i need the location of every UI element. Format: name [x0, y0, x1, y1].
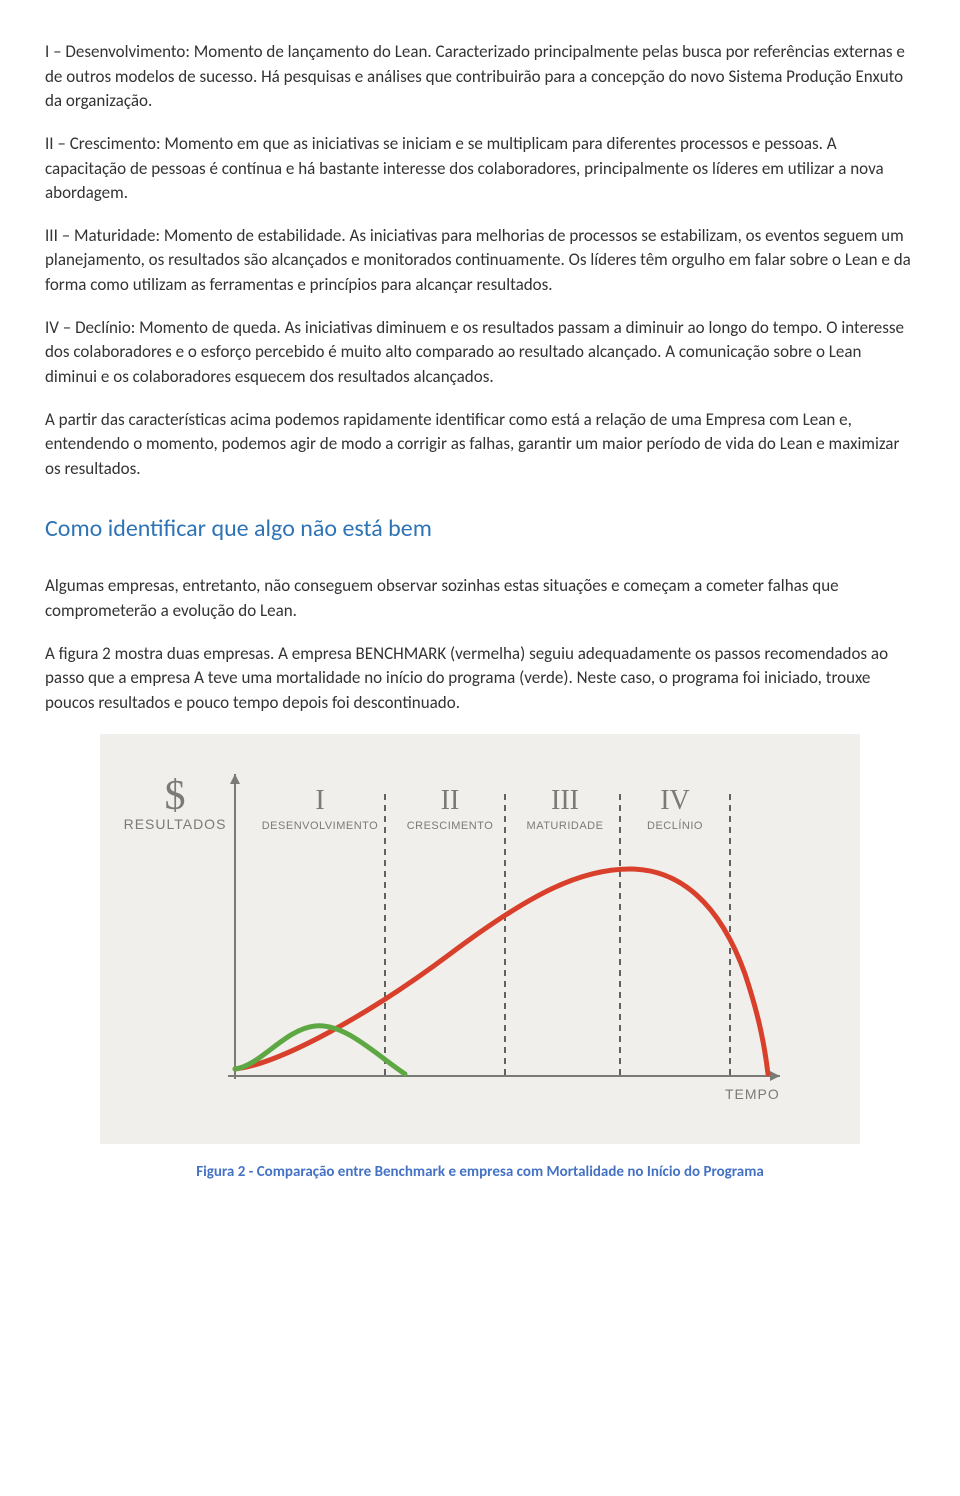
paragraph-7: A figura 2 mostra duas empresas. A empre… — [45, 642, 915, 716]
svg-text:TEMPO: TEMPO — [725, 1086, 780, 1102]
series-benchmark — [235, 869, 768, 1074]
series-empresa-a — [235, 1025, 405, 1073]
svg-text:RESULTADOS: RESULTADOS — [124, 816, 227, 832]
svg-text:CRESCIMENTO: CRESCIMENTO — [407, 820, 494, 832]
paragraph-5: A partir das características acima podem… — [45, 408, 915, 482]
svg-text:DESENVOLVIMENTO: DESENVOLVIMENTO — [262, 820, 379, 832]
paragraph-2: II – Crescimento: Momento em que as inic… — [45, 132, 915, 206]
lifecycle-chart: $RESULTADOS I DESENVOLVIMENTO II CRESCIMENTO… — [100, 734, 860, 1144]
svg-text:MATURIDADE: MATURIDADE — [527, 820, 604, 832]
paragraph-6: Algumas empresas, entretanto, não conseg… — [45, 574, 915, 623]
svg-text:IV: IV — [660, 785, 690, 816]
paragraph-4: IV – Declínio: Momento de queda. As inic… — [45, 316, 915, 390]
figure-caption: Figura 2 - Comparação entre Benchmark e … — [45, 1162, 915, 1184]
chart-svg: $RESULTADOS I DESENVOLVIMENTO II CRESCIMENTO… — [120, 754, 840, 1114]
svg-text:DECLÍNIO: DECLÍNIO — [647, 819, 703, 832]
section-heading: Como identificar que algo não está bem — [45, 512, 915, 547]
svg-text:I: I — [315, 785, 324, 816]
svg-text:III: III — [551, 785, 579, 816]
paragraph-1: I – Desenvolvimento: Momento de lançamen… — [45, 40, 915, 114]
svg-text:$: $ — [165, 773, 186, 819]
paragraph-3: III – Maturidade: Momento de estabilidad… — [45, 224, 915, 298]
svg-text:II: II — [441, 785, 460, 816]
